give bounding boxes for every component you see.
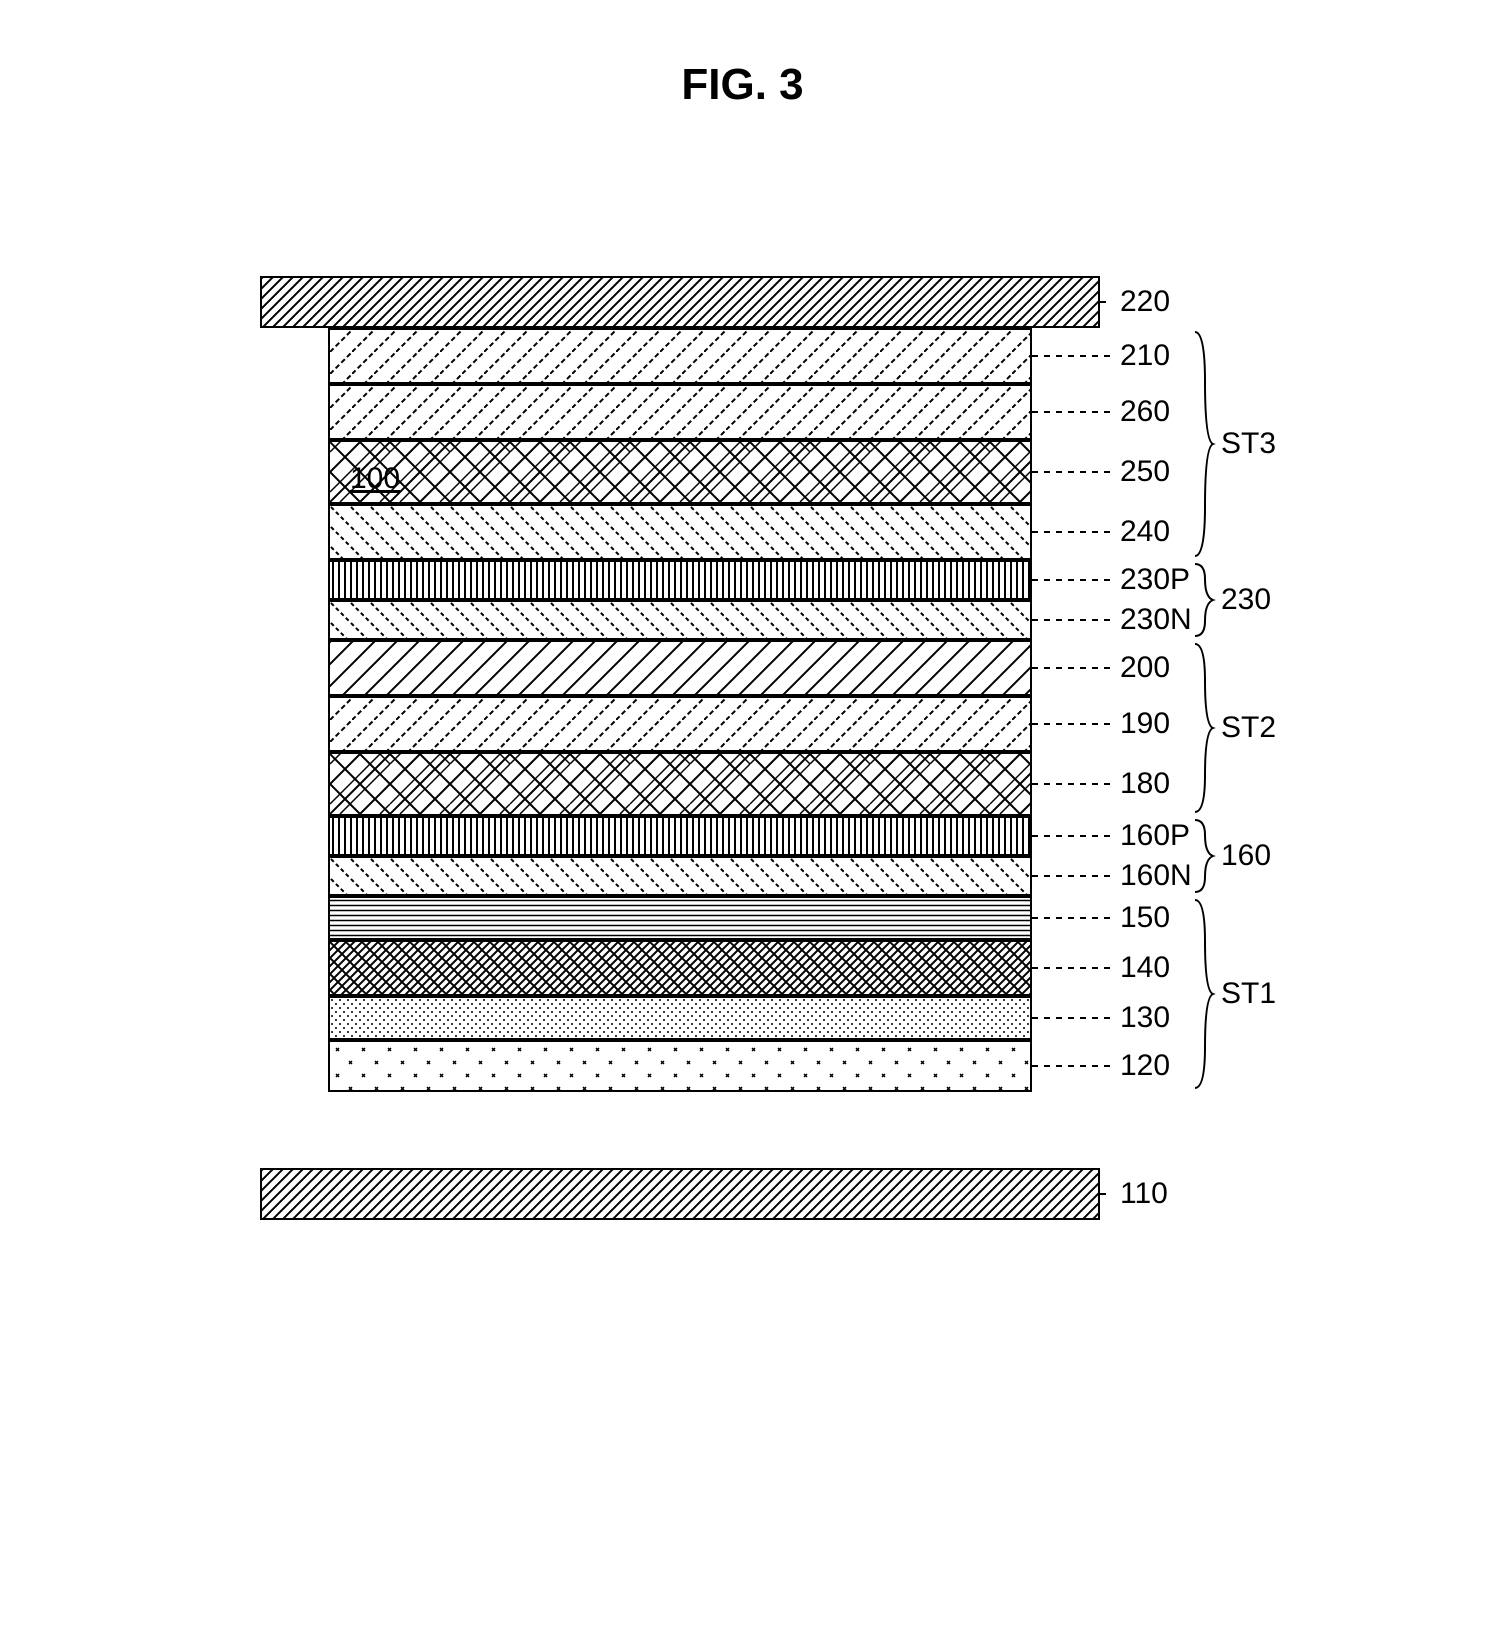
electrode-bottom [260,1168,1100,1220]
label-200: 200 [1120,651,1170,685]
layer-200 [328,640,1032,696]
brace-160 [1195,818,1223,894]
label-250: 250 [1120,455,1170,489]
layer-140 [328,940,1032,996]
layer-190 [328,696,1032,752]
label-230N: 230N [1120,603,1192,637]
label-210: 210 [1120,339,1170,373]
label-160P: 160P [1120,819,1190,853]
layer-120 [328,1040,1032,1092]
layer-250 [328,440,1032,504]
electrode-top [260,276,1100,328]
group-label-ST1: ST1 [1221,977,1276,1011]
layer-210 [328,328,1032,384]
layer-230N [328,600,1032,640]
layer-180 [328,752,1032,816]
brace-ST2 [1195,642,1223,814]
brace-ST3 [1195,330,1223,558]
label-120: 120 [1120,1049,1170,1083]
layer-160N [328,856,1032,896]
label-130: 130 [1120,1001,1170,1035]
group-label-ST3: ST3 [1221,427,1276,461]
layer-150 [328,896,1032,940]
brace-230 [1195,562,1223,638]
layer-130 [328,996,1032,1040]
label-180: 180 [1120,767,1170,801]
layer-240 [328,504,1032,560]
layer-230P [328,560,1032,600]
group-label-ST2: ST2 [1221,711,1276,745]
group-label-230: 230 [1221,583,1271,617]
label-230P: 230P [1120,563,1190,597]
label-260: 260 [1120,395,1170,429]
brace-ST1 [1195,898,1223,1090]
label-160N: 160N [1120,859,1192,893]
layer-160P [328,816,1032,856]
figure-title: FIG. 3 [681,60,803,110]
label-220: 220 [1120,285,1170,319]
group-label-160: 160 [1221,839,1271,873]
label-140: 140 [1120,951,1170,985]
layer-260 [328,384,1032,440]
label-190: 190 [1120,707,1170,741]
label-110: 110 [1120,1177,1168,1211]
label-240: 240 [1120,515,1170,549]
diagram: 100 [0,220,1485,1270]
label-150: 150 [1120,901,1170,935]
